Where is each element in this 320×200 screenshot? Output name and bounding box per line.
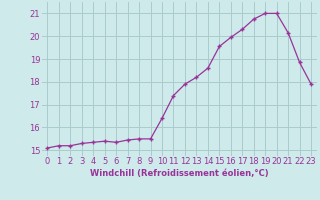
X-axis label: Windchill (Refroidissement éolien,°C): Windchill (Refroidissement éolien,°C)	[90, 169, 268, 178]
